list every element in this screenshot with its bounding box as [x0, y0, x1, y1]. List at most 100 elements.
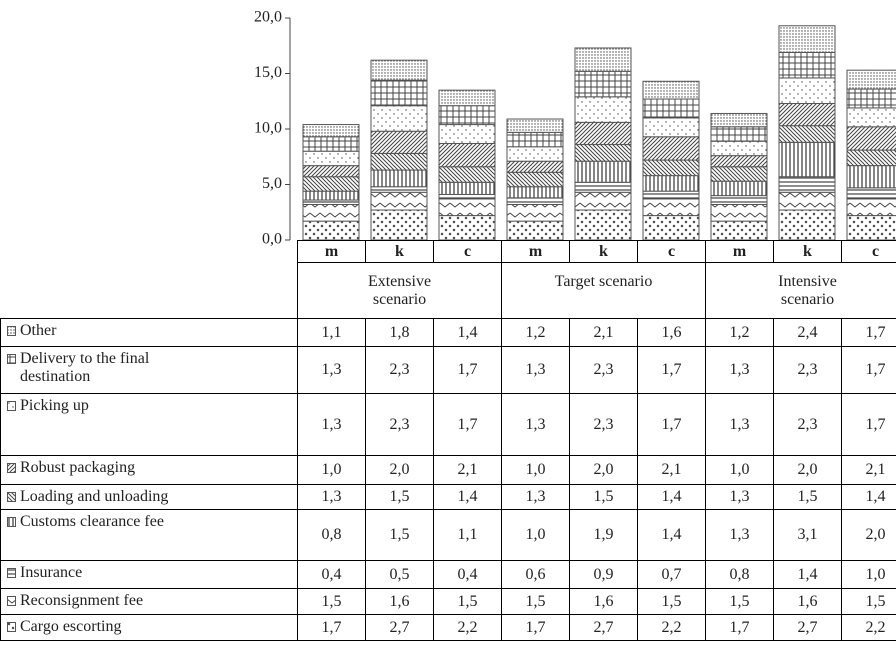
legend-label: Reconsignment fee: [20, 592, 144, 609]
legend-label: Picking up: [20, 397, 89, 414]
bar-segment: [302, 136, 360, 152]
table-value: 1,5: [365, 509, 434, 561]
legend-swatch: [7, 568, 16, 578]
table-value: 2,2: [433, 614, 502, 641]
table-value: 1,5: [365, 484, 434, 510]
bar-segment: [302, 220, 360, 241]
table-value: 1,1: [433, 509, 502, 561]
table-value: 1,7: [297, 614, 366, 641]
legend-cell: Picking up: [0, 393, 298, 456]
table-value: 1,5: [637, 588, 706, 615]
bar-segment: [506, 220, 564, 241]
bar-segment: [574, 144, 632, 162]
group-cell: Extensive scenario: [297, 262, 502, 319]
legend-swatch: [7, 401, 16, 411]
table-value: 1,3: [501, 393, 570, 456]
table-value: 2,1: [841, 455, 896, 485]
bar-segment: [778, 125, 836, 143]
legend-swatch: [7, 463, 16, 473]
table-value: 1,7: [637, 393, 706, 456]
bar-segment: [370, 169, 428, 188]
bar-segment: [370, 79, 428, 107]
category-label: m: [501, 240, 570, 263]
bar-segment: [710, 126, 768, 142]
bar-segment: [438, 181, 496, 195]
table-value: 0,6: [501, 560, 570, 589]
bar-segment: [846, 88, 896, 109]
bar-segment: [506, 197, 564, 205]
table-value: 1,2: [705, 318, 774, 347]
bar-segment: [642, 159, 700, 177]
group-cell: Target scenario: [501, 262, 706, 319]
bar-segment: [778, 51, 836, 79]
table-value: 1,4: [637, 484, 706, 510]
legend-cell: Delivery to the final destination: [0, 346, 298, 394]
category-label: k: [569, 240, 638, 263]
bar-segment: [778, 141, 836, 178]
table-value: 1,3: [297, 393, 366, 456]
table-value: 2,4: [773, 318, 842, 347]
bar-segment: [574, 96, 632, 123]
table-value: 1,3: [297, 484, 366, 510]
category-label: k: [365, 240, 434, 263]
table-value: 1,5: [501, 588, 570, 615]
bar-segment: [778, 77, 836, 104]
bar-segment: [710, 112, 768, 128]
table-value: 2,0: [569, 455, 638, 485]
legend-cell: Customs clearance fee: [0, 509, 298, 561]
table-value: 1,3: [501, 484, 570, 510]
bar-segment: [506, 171, 564, 188]
bar-segment: [642, 175, 700, 192]
bar-segment: [846, 187, 896, 200]
table-value: 0,9: [569, 560, 638, 589]
y-tick-label: 15,0: [254, 64, 282, 81]
table-value: 1,0: [297, 455, 366, 485]
bar-segment: [778, 102, 836, 127]
bar-segment: [370, 130, 428, 154]
bar-segment: [370, 59, 428, 81]
bar-segment: [642, 215, 700, 241]
table-value: 1,6: [365, 588, 434, 615]
legend-cell: Reconsignment fee: [0, 588, 298, 615]
legend-cell: Loading and unloading: [0, 484, 298, 510]
bar-segment: [506, 146, 564, 162]
bar-segment: [302, 150, 360, 167]
category-label: c: [637, 240, 706, 263]
category-label: m: [705, 240, 774, 263]
bar-segment: [506, 160, 564, 173]
table-value: 1,4: [433, 484, 502, 510]
legend-cell: Other: [0, 318, 298, 347]
table-value: 1,0: [501, 455, 570, 485]
table-value: 1,0: [705, 455, 774, 485]
table-value: 2,0: [365, 455, 434, 485]
table-value: 1,7: [841, 393, 896, 456]
table-value: 1,7: [433, 393, 502, 456]
table-value: 2,0: [841, 509, 896, 561]
table-value: 1,1: [297, 318, 366, 347]
table-value: 1,5: [297, 588, 366, 615]
table-value: 0,5: [365, 560, 434, 589]
table-value: 3,1: [773, 509, 842, 561]
legend-swatch: [7, 596, 16, 606]
bar-segment: [642, 136, 700, 161]
bar-segment: [302, 203, 360, 222]
bar-segment: [846, 215, 896, 241]
legend-label: Customs clearance fee: [20, 513, 164, 530]
table-value: 1,7: [705, 614, 774, 641]
bar-segment: [710, 155, 768, 168]
table-value: 0,8: [297, 509, 366, 561]
group-cell: Intensive scenario: [705, 262, 896, 319]
bar-segment: [710, 195, 768, 205]
bar-segment: [506, 203, 564, 222]
bar-segment: [438, 105, 496, 126]
table-value: 1,3: [705, 484, 774, 510]
group-label: Intensive scenario: [778, 273, 837, 308]
legend-swatch: [7, 622, 16, 632]
bar-segment: [574, 121, 632, 146]
table-value: 2,1: [433, 455, 502, 485]
legend-cell: Cargo escorting: [0, 614, 298, 641]
bar-segment: [302, 199, 360, 205]
table-value: 2,2: [637, 614, 706, 641]
bar-segment: [370, 209, 428, 241]
bar-segment: [642, 98, 700, 119]
